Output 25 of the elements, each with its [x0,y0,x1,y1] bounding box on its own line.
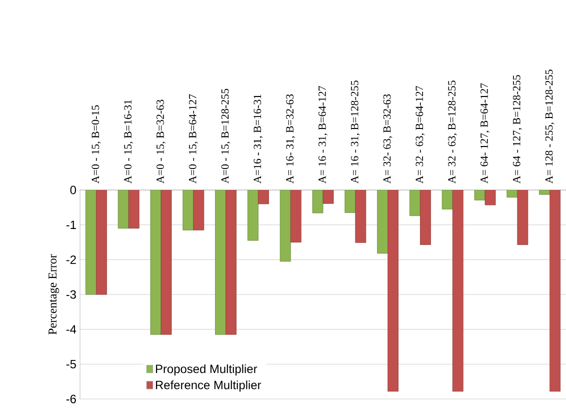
y-axis-title: Percentage Error [48,254,60,334]
y-tick-label: -1 [66,220,76,229]
x-tick-label: A=0 - 15, B=32-63 [156,100,166,184]
y-tick-label: -6 [66,394,76,404]
y-tick-label: -3 [66,290,76,299]
x-tick-label: A=16 - 31, B=16-31 [254,94,263,184]
x-tick-label: A= 16 - 31, B=64-127 [318,86,328,184]
legend-label: Reference Multiplier [156,380,262,392]
y-tick-label: -4 [66,325,76,334]
y-tick-label: -2 [66,256,76,264]
x-tick-label: A= 64 - 127, B=128-255 [512,75,522,184]
x-tick-label: A= 16 - 31, B=128-255 [350,80,360,184]
y-tick-label: -5 [66,360,76,368]
x-tick-label: A= 32- 63, B=32-63 [383,94,392,184]
x-tick-label: A=0 - 15, B=64-127 [188,94,198,184]
x-tick-label: A=0 - 15, B=128-255 [221,88,230,184]
y-tick-label: 0 [70,186,76,194]
x-tick-label: A= 128 - 255, B=128-255 [545,70,554,184]
legend-label: Proposed Multiplier [156,364,258,376]
x-tick-label: A= 32 - 63, B=64-127 [416,86,425,184]
x-tick-label: A= 16- 31, B=32-63 [286,94,296,184]
x-tick-label: A= 64- 127, B=64-127 [480,83,490,184]
x-tick-label: A=0 - 15, B=0-15 [92,105,101,184]
x-tick-label: A= 32 - 63, B=128-255 [448,80,458,184]
x-tick-label: A=0 - 15, B=16-31 [124,100,134,184]
